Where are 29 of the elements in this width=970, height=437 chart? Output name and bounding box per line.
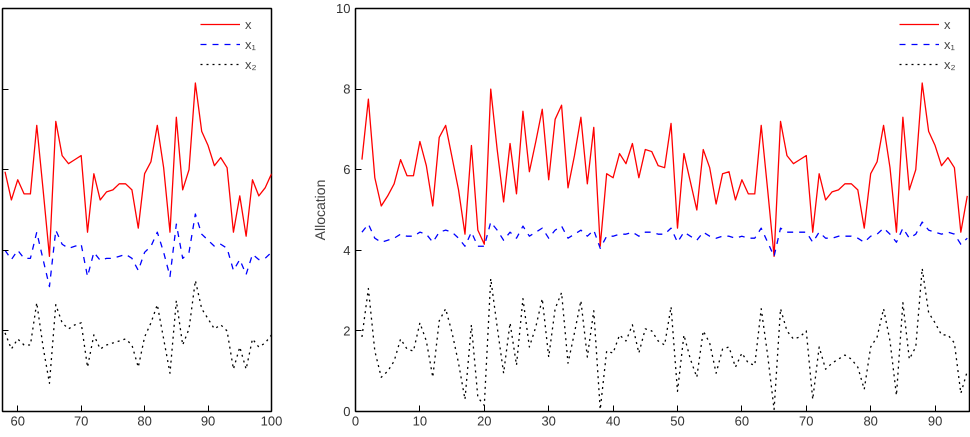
y-tick-label: 8 (343, 82, 351, 97)
y-tick-label: 2 (343, 323, 351, 338)
x-tick-label: 60 (10, 414, 25, 428)
x-tick-label: 20 (477, 414, 492, 428)
y-tick-label: 0 (343, 404, 351, 419)
legend-label: x₁ (245, 36, 257, 52)
x-tick-label: 80 (863, 414, 878, 428)
x-tick-label: 40 (606, 414, 620, 428)
x-tick-label: 60 (734, 414, 750, 428)
x-tick-label: 80 (137, 414, 152, 428)
line-series (361, 82, 968, 257)
y-axis-title: Allocation (312, 180, 328, 240)
y-tick-label: 4 (343, 242, 351, 258)
y-tick-label: 10 (336, 1, 351, 16)
legend-label: x₂ (944, 56, 957, 72)
x-tick-label: 30 (541, 414, 556, 428)
x-tick-label: 70 (74, 414, 88, 428)
y-tick-label: 6 (343, 162, 351, 178)
x-tick-label: 90 (200, 414, 216, 428)
x-tick-label: 100 (260, 414, 282, 428)
legend-label: x (245, 16, 252, 32)
x-tick-label: 50 (670, 414, 685, 428)
legend-label: x (944, 16, 952, 32)
legend-label: x₁ (944, 36, 956, 52)
x-tick-label: 70 (799, 414, 814, 428)
x-tick-label: 10 (412, 414, 428, 428)
line-series (361, 221, 968, 257)
x-tick-label: 90 (928, 414, 942, 428)
legend-label: x₂ (245, 56, 258, 72)
